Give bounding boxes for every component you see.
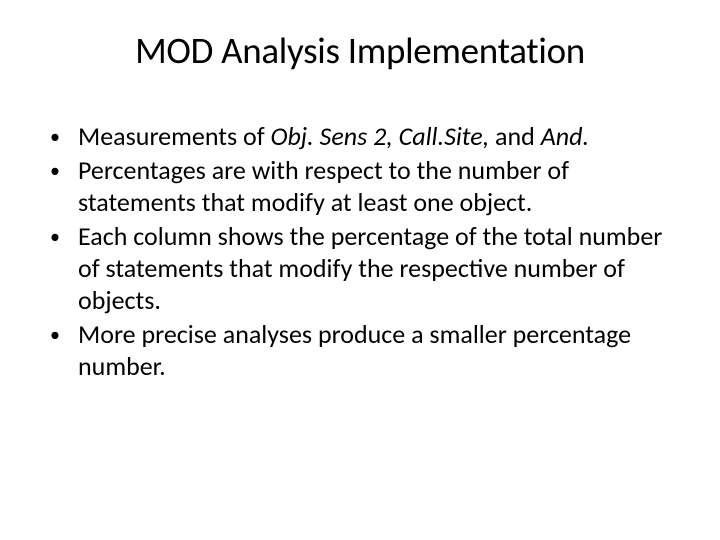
list-item: • Measurements of Obj. Sens 2, Call.Site…	[50, 121, 670, 153]
bullet-marker-icon: •	[50, 319, 78, 348]
bullet-text-italic: And.	[541, 120, 589, 152]
bullet-text: Each column shows the percentage of the …	[78, 221, 670, 317]
bullet-marker-icon: •	[50, 155, 78, 184]
bullet-text-mid: and	[489, 120, 541, 152]
bullet-text-italic: Obj. Sens 2, Call.Site,	[271, 120, 490, 152]
bullet-text: Percentages are with respect to the numb…	[78, 155, 670, 219]
bullet-text: More precise analyses produce a smaller …	[78, 319, 670, 383]
list-item: • Each column shows the percentage of th…	[50, 221, 670, 317]
list-item: • More precise analyses produce a smalle…	[50, 319, 670, 383]
bullet-text-prefix: Measurements of	[78, 120, 271, 152]
list-item: • Percentages are with respect to the nu…	[50, 155, 670, 219]
slide-title: MOD Analysis Implementation	[50, 28, 670, 73]
bullet-list: • Measurements of Obj. Sens 2, Call.Site…	[50, 121, 670, 383]
bullet-text: Measurements of Obj. Sens 2, Call.Site, …	[78, 121, 670, 153]
bullet-marker-icon: •	[50, 221, 78, 250]
bullet-marker-icon: •	[50, 121, 78, 150]
